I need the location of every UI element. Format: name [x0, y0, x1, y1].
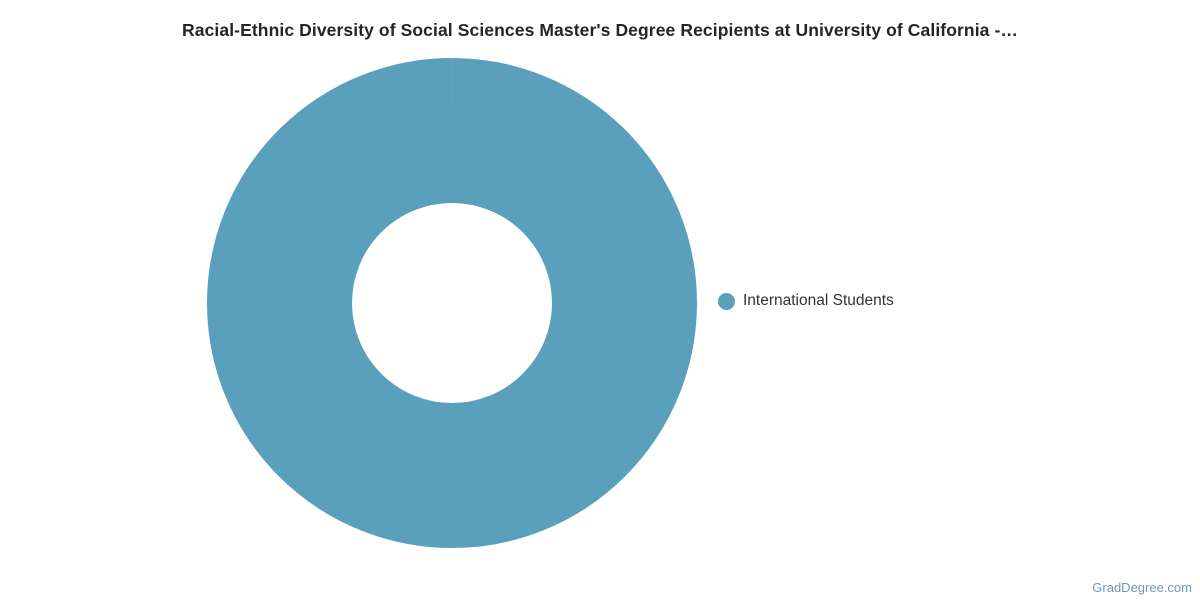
- chart-title: Racial-Ethnic Diversity of Social Scienc…: [182, 20, 1018, 40]
- watermark-link[interactable]: GradDegree.com: [1092, 580, 1192, 595]
- donut-slice-0[interactable]: [207, 58, 697, 548]
- legend: International Students: [718, 292, 894, 310]
- legend-item[interactable]: International Students: [718, 292, 894, 310]
- legend-item-label: International Students: [743, 292, 894, 309]
- legend-marker-icon: [718, 292, 735, 310]
